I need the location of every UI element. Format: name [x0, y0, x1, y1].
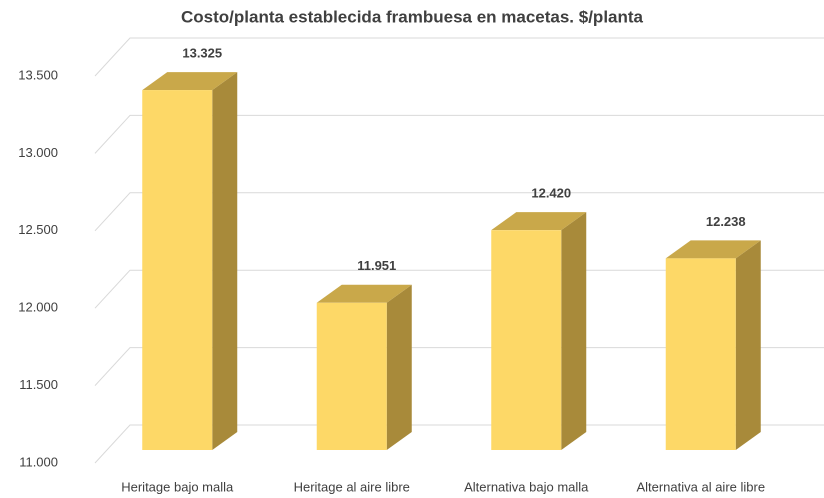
bar [142, 90, 213, 450]
grid-line [94, 192, 824, 232]
bar-side [735, 240, 761, 450]
grid-line [94, 424, 824, 464]
bar [491, 230, 562, 450]
bar-side [561, 212, 587, 450]
grid-line [94, 114, 824, 154]
value-label: 12.238 [706, 214, 746, 229]
y-tick-label: 13.000 [18, 145, 58, 160]
bar [316, 302, 387, 450]
x-tick-label: Heritage al aire libre [294, 479, 410, 494]
x-tick-label: Alternativa bajo malla [464, 479, 589, 494]
bar-top [665, 240, 761, 259]
chart-title: Costo/planta establecida frambuesa en ma… [181, 7, 644, 26]
y-tick-label: 11.000 [19, 454, 58, 469]
y-tick-label: 12.500 [18, 222, 58, 237]
grid-line [94, 37, 824, 77]
value-label: 11.951 [357, 258, 396, 273]
grid-line [94, 347, 824, 386]
bar-top [142, 72, 238, 91]
value-label: 13.325 [182, 46, 222, 61]
x-tick-label: Alternativa al aire libre [636, 479, 765, 494]
x-tick-label: Heritage bajo malla [121, 479, 234, 494]
grid-line [94, 269, 824, 309]
bar-side [386, 284, 412, 450]
y-tick-label: 13.500 [18, 67, 58, 82]
bar [665, 258, 736, 450]
bar-side [212, 72, 238, 450]
value-label: 12.420 [531, 186, 571, 201]
bar-top [491, 212, 587, 231]
y-tick-label: 11.500 [19, 377, 58, 392]
bar-top [316, 284, 412, 303]
y-tick-label: 12.000 [18, 300, 58, 315]
